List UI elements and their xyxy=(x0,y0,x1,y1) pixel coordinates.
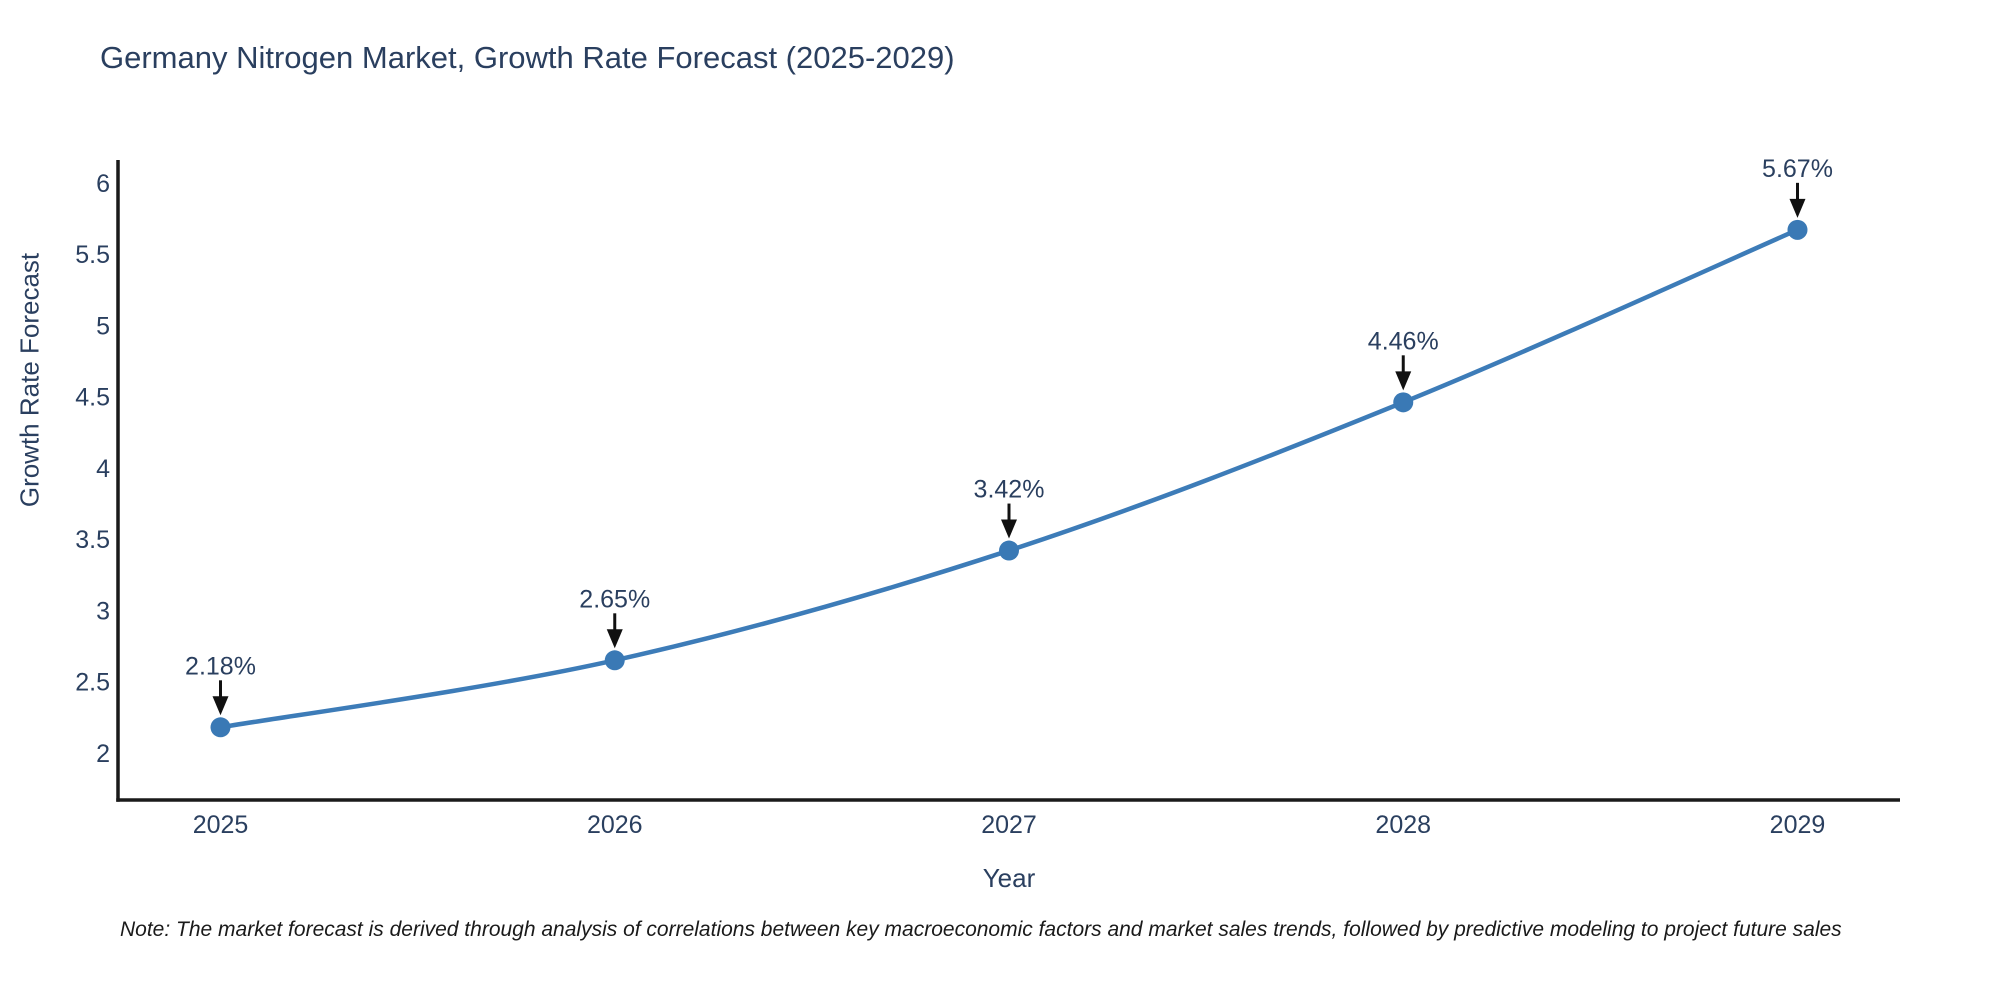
annotation-label: 5.67% xyxy=(1762,155,1833,183)
annotation-arrowhead xyxy=(606,629,623,649)
annotation-arrowhead xyxy=(1395,371,1412,391)
x-tick-label: 2029 xyxy=(1770,811,1826,839)
data-point-2027 xyxy=(999,540,1019,561)
annotation-label: 4.46% xyxy=(1368,327,1439,355)
y-tick-label: 5 xyxy=(96,312,110,340)
data-point-2029 xyxy=(1787,219,1808,240)
y-tick-label: 2.5 xyxy=(75,669,110,697)
x-axis-title: Year xyxy=(982,863,1036,893)
data-point-2025 xyxy=(210,717,231,738)
x-tick-label: 2027 xyxy=(981,811,1037,839)
y-tick-label: 6 xyxy=(96,170,110,198)
x-tick-label: 2025 xyxy=(193,811,249,839)
annotation-arrowhead xyxy=(1001,519,1017,539)
data-point-2026 xyxy=(604,650,625,671)
chart-title: Germany Nitrogen Market, Growth Rate For… xyxy=(100,40,955,75)
annotation-arrowhead xyxy=(212,696,229,716)
x-tick-label: 2026 xyxy=(587,811,643,839)
annotation-label: 2.65% xyxy=(579,585,650,613)
footnote: Note: The market forecast is derived thr… xyxy=(120,918,1842,941)
y-tick-label: 3.5 xyxy=(75,526,110,554)
annotation-arrowhead xyxy=(1789,198,1806,218)
x-tick-label: 2028 xyxy=(1375,811,1431,839)
y-tick-label: 4.5 xyxy=(75,384,110,412)
annotation-label: 2.18% xyxy=(185,652,256,680)
y-tick-label: 5.5 xyxy=(75,241,110,269)
y-tick-label: 4 xyxy=(96,455,110,483)
annotation-label: 3.42% xyxy=(974,476,1045,504)
y-tick-label: 3 xyxy=(96,597,110,625)
y-tick-label: 2 xyxy=(96,740,110,768)
data-point-2028 xyxy=(1393,392,1414,413)
